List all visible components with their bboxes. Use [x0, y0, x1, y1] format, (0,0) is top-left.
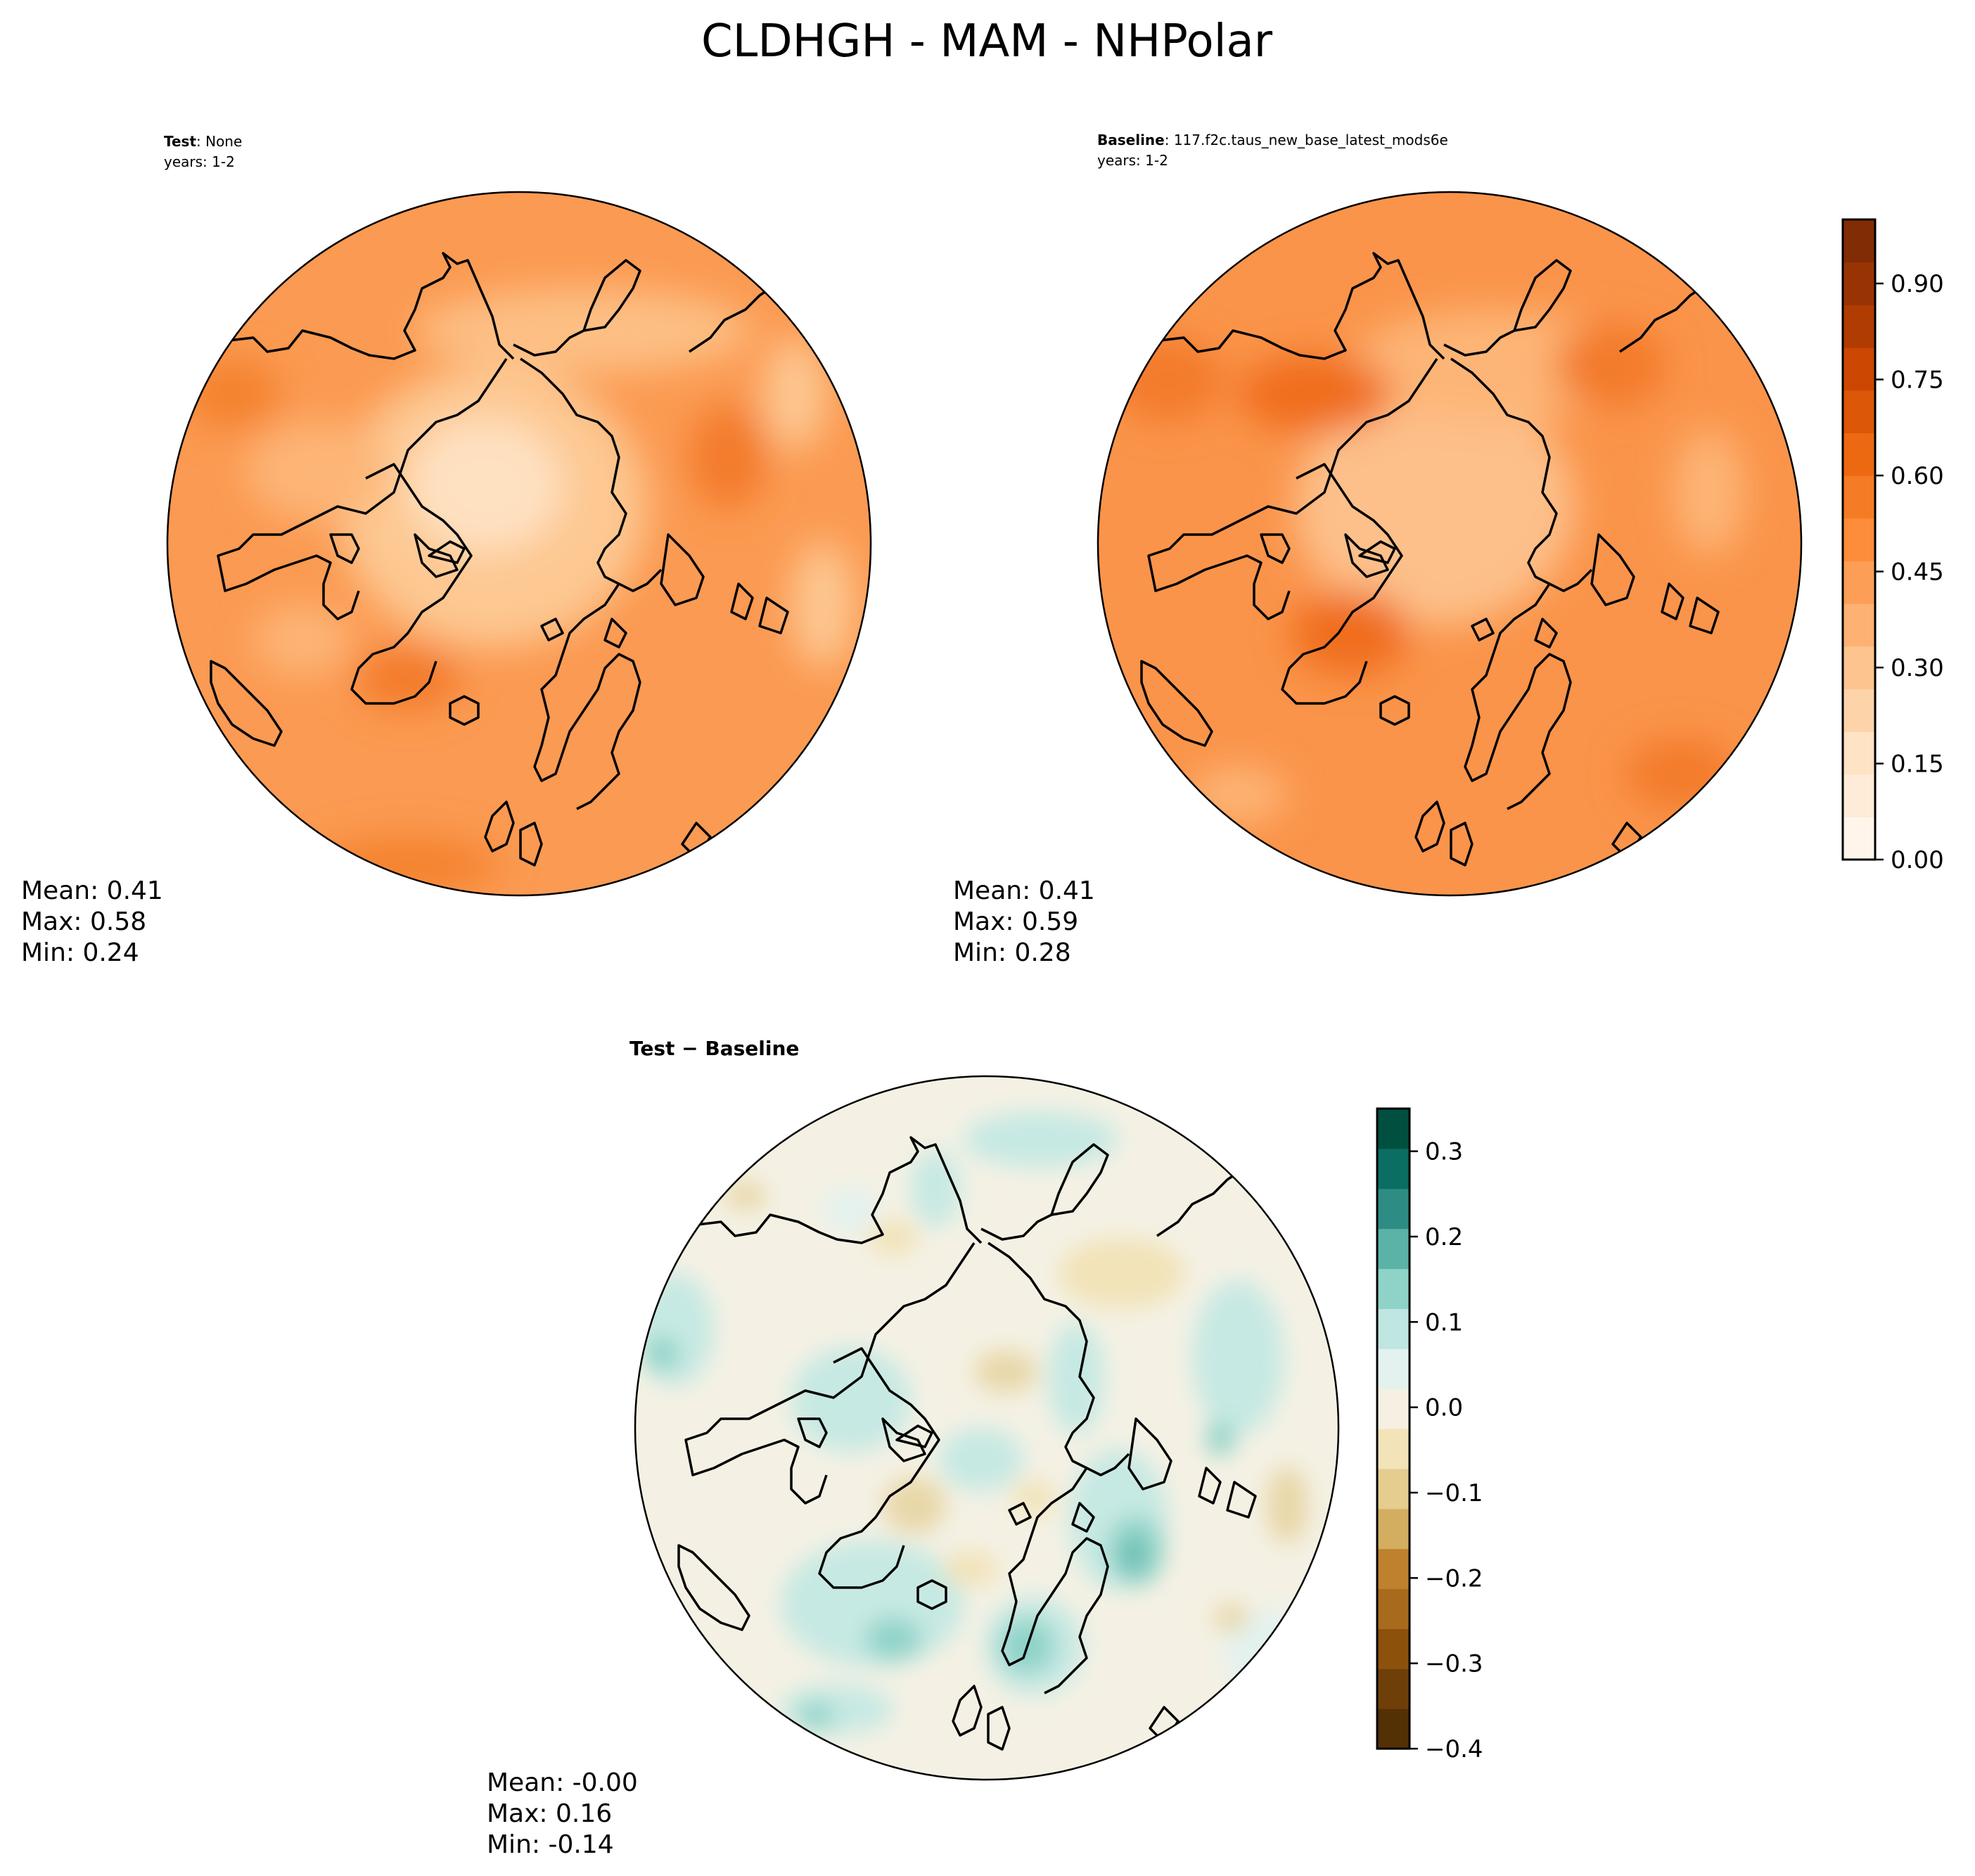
main-colorbar-tick-label: 0.90 [1891, 270, 1944, 298]
baseline-max: Max: 0.59 [953, 907, 1078, 936]
baseline-panel: Baseline: 117.f2c.taus_new_base_latest_m… [953, 132, 1803, 967]
main-colorbar-swatch [1843, 646, 1875, 689]
diff-colorbar-swatch [1377, 1588, 1410, 1629]
main-colorbar-tick-label: 0.15 [1891, 751, 1944, 779]
main-colorbar-frame [1841, 218, 1877, 861]
main-colorbar-swatch [1843, 262, 1875, 305]
diff-colorbar-swatch [1377, 1468, 1410, 1510]
main-colorbar-swatch [1843, 219, 1875, 263]
main-colorbar: 0.00 0.15 0.30 0.45 0.60 0.75 0.90 [1841, 218, 1944, 874]
main-colorbar-ticks: 0.00 0.15 0.30 0.45 0.60 0.75 0.90 [1875, 270, 1944, 874]
test-label-rest: : None [196, 133, 242, 150]
baseline-years: years: 1-2 [1097, 152, 1168, 169]
diff-colorbar-ticks: 0.3 0.2 0.1 0.0 −0.1 −0.2 −0.3 −0.4 [1410, 1138, 1483, 1763]
diff-max: Max: 0.16 [487, 1799, 612, 1828]
main-colorbar-swatch [1843, 561, 1875, 604]
baseline-map [1098, 192, 1801, 895]
baseline-min: Min: 0.28 [953, 938, 1071, 967]
figure-title: CLDHGH - MAM - NHPolar [701, 15, 1273, 68]
baseline-map-contours [1111, 310, 1744, 823]
main-colorbar-tick-label: 0.60 [1891, 462, 1944, 490]
main-colorbar-swatch [1843, 774, 1875, 817]
diff-colorbar-swatch [1377, 1548, 1410, 1590]
diff-mean: Mean: -0.00 [487, 1768, 638, 1797]
main-colorbar-swatch [1843, 604, 1875, 647]
diff-colorbar-swatch [1377, 1268, 1410, 1309]
diff-colorbar-tick-label: −0.2 [1425, 1564, 1483, 1593]
test-map-outline [166, 191, 872, 897]
diff-colorbar-tick-label: −0.1 [1425, 1479, 1483, 1507]
baseline-panel-label: Baseline: 117.f2c.taus_new_base_latest_m… [1097, 132, 1448, 148]
diff-colorbar-swatch [1377, 1709, 1410, 1749]
main-colorbar-tick-label: 0.45 [1891, 559, 1944, 587]
diff-min: Min: -0.14 [487, 1830, 614, 1859]
test-panel: Test: None years: 1-2 [21, 133, 872, 967]
main-colorbar-tick-label: 0.75 [1891, 366, 1944, 395]
main-colorbar-swatch [1843, 347, 1875, 391]
diff-colorbar-swatch [1377, 1308, 1410, 1349]
test-map [167, 192, 871, 895]
diff-colorbar-swatch [1377, 1668, 1410, 1709]
baseline-mean: Mean: 0.41 [953, 876, 1095, 905]
test-mean: Mean: 0.41 [21, 876, 163, 905]
diff-colorbar-swatch [1377, 1508, 1410, 1550]
diff-colorbar-tick-label: −0.3 [1425, 1650, 1483, 1678]
diff-map [635, 1076, 1338, 1780]
diff-colorbar-swatch [1377, 1429, 1410, 1469]
diff-colorbar-tick-label: 0.2 [1425, 1223, 1463, 1251]
diff-colorbar: 0.3 0.2 0.1 0.0 −0.1 −0.2 −0.3 −0.4 [1376, 1107, 1483, 1763]
diff-colorbar-swatch [1377, 1228, 1410, 1270]
main-colorbar-swatch [1843, 476, 1875, 519]
diff-colorbar-swatch [1377, 1109, 1410, 1149]
diff-colorbar-swatch [1377, 1188, 1410, 1230]
test-panel-label: Test: None [164, 133, 242, 150]
main-colorbar-swatch [1843, 689, 1875, 732]
diff-colorbar-swatch [1377, 1148, 1410, 1189]
diff-colorbar-tick-label: 0.0 [1425, 1394, 1463, 1422]
diff-colorbar-segments [1377, 1109, 1410, 1749]
main-colorbar-swatch [1843, 817, 1875, 860]
diff-panel: Test − Baseline [487, 1037, 1340, 1859]
main-colorbar-swatch [1843, 732, 1875, 775]
diff-coastlines [677, 1136, 1285, 1751]
diff-colorbar-swatch [1377, 1628, 1410, 1669]
diff-colorbar-tick-label: 0.3 [1425, 1138, 1463, 1166]
test-label-bold: Test [164, 133, 196, 150]
baseline-coastlines [1140, 252, 1748, 867]
main-colorbar-tick-label: 0.00 [1891, 846, 1944, 874]
diff-panel-label: Test − Baseline [629, 1037, 799, 1060]
baseline-map-outline [1097, 191, 1803, 897]
main-colorbar-swatch [1843, 390, 1875, 433]
main-colorbar-segments [1843, 219, 1875, 860]
diff-colorbar-frame [1376, 1107, 1411, 1750]
diff-colorbar-tick-label: 0.1 [1425, 1308, 1463, 1336]
baseline-label-bold: Baseline [1097, 132, 1165, 148]
test-max: Max: 0.58 [21, 907, 146, 936]
diff-colorbar-tick-label: −0.4 [1425, 1735, 1483, 1763]
main-colorbar-swatch [1843, 518, 1875, 561]
test-years: years: 1-2 [164, 153, 235, 170]
main-colorbar-swatch [1843, 305, 1875, 348]
baseline-label-rest: : 117.f2c.taus_new_base_latest_mods6e [1165, 132, 1448, 148]
main-colorbar-tick-label: 0.30 [1891, 654, 1944, 682]
test-min: Min: 0.24 [21, 938, 139, 967]
diff-colorbar-swatch [1377, 1389, 1410, 1429]
diff-colorbar-swatch [1377, 1348, 1410, 1389]
diff-map-outline [634, 1075, 1340, 1781]
main-colorbar-swatch [1843, 433, 1875, 476]
